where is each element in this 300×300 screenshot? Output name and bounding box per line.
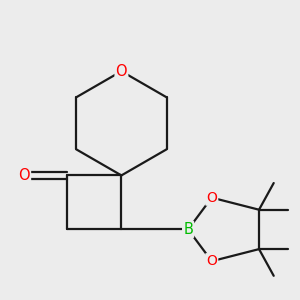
Text: O: O <box>116 64 127 79</box>
Text: O: O <box>18 168 30 183</box>
Text: O: O <box>206 254 217 268</box>
Text: B: B <box>183 222 193 237</box>
Text: O: O <box>206 191 217 205</box>
